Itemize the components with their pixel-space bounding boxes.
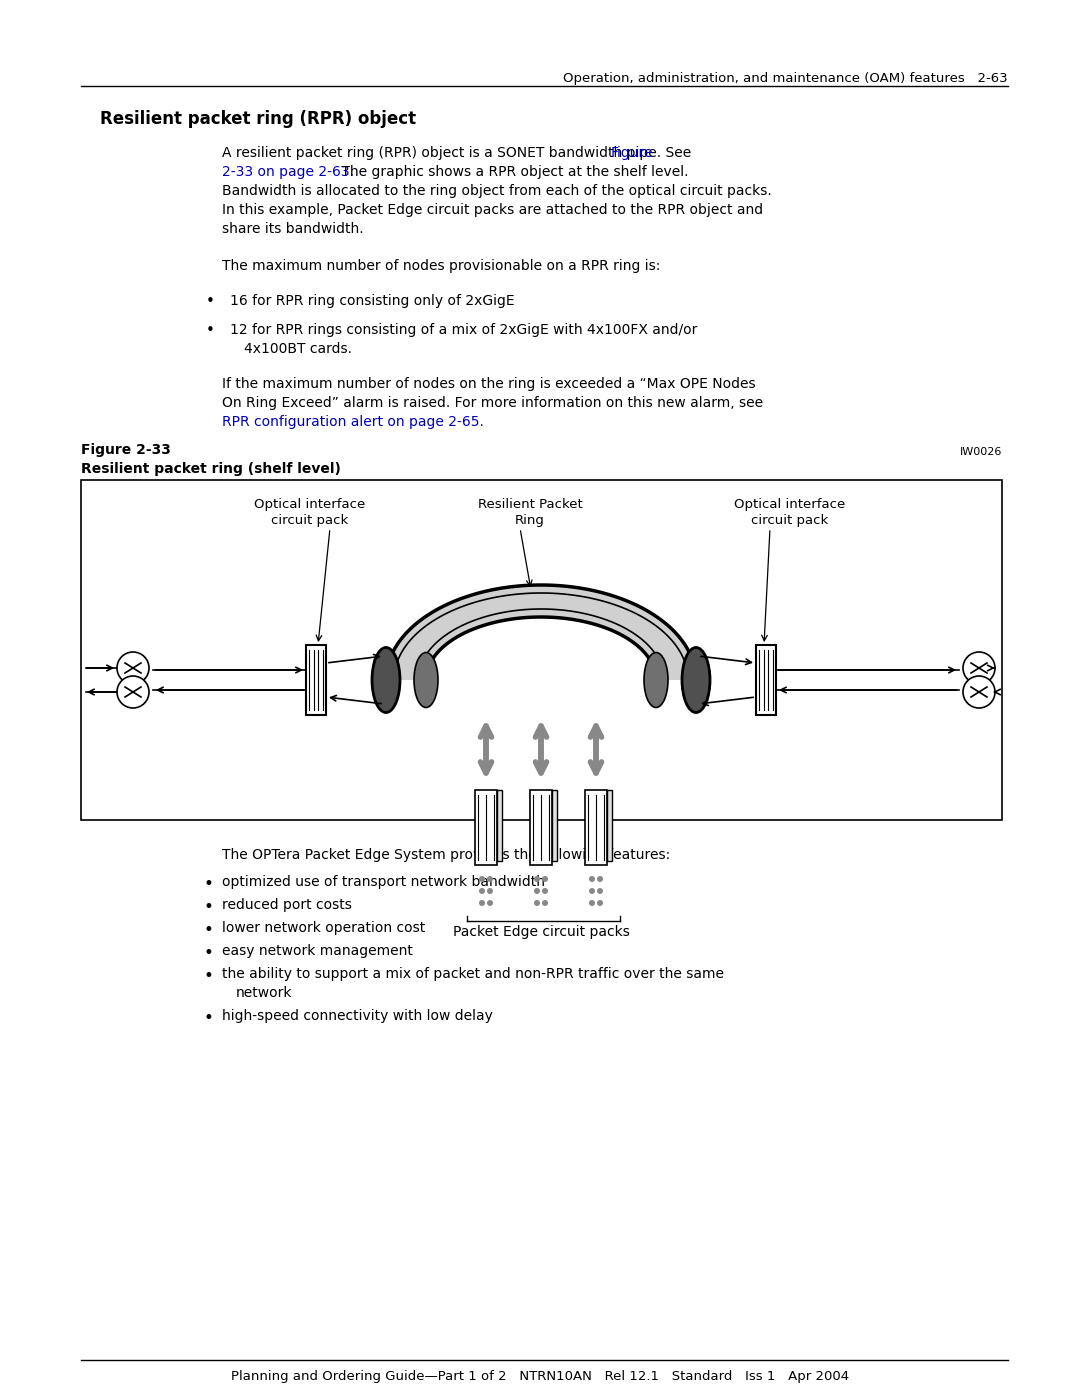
Text: Optical interface: Optical interface xyxy=(255,497,366,511)
Ellipse shape xyxy=(644,652,669,707)
Bar xyxy=(607,789,612,861)
Text: 16 for RPR ring consisting only of 2xGigE: 16 for RPR ring consisting only of 2xGig… xyxy=(230,293,515,307)
Bar xyxy=(497,789,502,861)
Text: network: network xyxy=(237,986,293,1000)
Text: Figure 2-33: Figure 2-33 xyxy=(81,443,171,457)
Text: Ring: Ring xyxy=(515,514,545,527)
Ellipse shape xyxy=(597,876,603,882)
Text: •: • xyxy=(204,875,214,893)
Ellipse shape xyxy=(372,647,400,712)
Text: •: • xyxy=(204,1009,214,1027)
Ellipse shape xyxy=(534,900,540,907)
Ellipse shape xyxy=(480,876,485,882)
Text: •: • xyxy=(204,944,214,963)
Text: If the maximum number of nodes on the ring is exceeded a “Max OPE Nodes: If the maximum number of nodes on the ri… xyxy=(222,377,756,391)
Text: A resilient packet ring (RPR) object is a SONET bandwidth pipe. See: A resilient packet ring (RPR) object is … xyxy=(222,147,696,161)
Ellipse shape xyxy=(534,876,540,882)
Ellipse shape xyxy=(681,647,710,712)
Text: 12 for RPR rings consisting of a mix of 2xGigE with 4x100FX and/or: 12 for RPR rings consisting of a mix of … xyxy=(230,323,698,337)
Text: 2-33 on page 2-63.: 2-33 on page 2-63. xyxy=(222,165,354,179)
Text: lower network operation cost: lower network operation cost xyxy=(222,921,426,935)
Ellipse shape xyxy=(414,652,438,707)
Bar xyxy=(306,645,326,715)
Ellipse shape xyxy=(480,900,485,907)
Text: Bandwidth is allocated to the ring object from each of the optical circuit packs: Bandwidth is allocated to the ring objec… xyxy=(222,184,772,198)
Ellipse shape xyxy=(487,876,492,882)
Text: RPR configuration alert on page 2-65.: RPR configuration alert on page 2-65. xyxy=(222,415,484,429)
Text: In this example, Packet Edge circuit packs are attached to the RPR object and: In this example, Packet Edge circuit pac… xyxy=(222,203,764,217)
Ellipse shape xyxy=(542,900,548,907)
Text: Packet Edge circuit packs: Packet Edge circuit packs xyxy=(453,925,630,939)
Text: Figure: Figure xyxy=(611,147,653,161)
Text: The OPTera Packet Edge System provides the following features:: The OPTera Packet Edge System provides t… xyxy=(222,848,671,862)
Text: Resilient packet ring (RPR) object: Resilient packet ring (RPR) object xyxy=(100,110,416,129)
Text: share its bandwidth.: share its bandwidth. xyxy=(222,222,364,236)
Ellipse shape xyxy=(487,900,492,907)
Ellipse shape xyxy=(542,888,548,894)
Text: IW0026: IW0026 xyxy=(960,447,1002,457)
Ellipse shape xyxy=(597,888,603,894)
Text: high-speed connectivity with low delay: high-speed connectivity with low delay xyxy=(222,1009,492,1023)
Ellipse shape xyxy=(117,676,149,708)
Text: Resilient packet ring (shelf level): Resilient packet ring (shelf level) xyxy=(81,462,341,476)
Text: The graphic shows a RPR object at the shelf level.: The graphic shows a RPR object at the sh… xyxy=(337,165,689,179)
Ellipse shape xyxy=(589,876,595,882)
Text: optimized use of transport network bandwidth: optimized use of transport network bandw… xyxy=(222,875,545,888)
Bar xyxy=(552,789,557,861)
Text: Optical interface: Optical interface xyxy=(734,497,846,511)
Ellipse shape xyxy=(117,652,149,685)
Bar xyxy=(585,789,607,865)
Ellipse shape xyxy=(963,676,995,708)
Ellipse shape xyxy=(542,876,548,882)
Bar xyxy=(530,789,552,865)
Ellipse shape xyxy=(487,888,492,894)
Ellipse shape xyxy=(597,900,603,907)
Text: Planning and Ordering Guide—Part 1 of 2   NTRN10AN   Rel 12.1   Standard   Iss 1: Planning and Ordering Guide—Part 1 of 2 … xyxy=(231,1370,849,1383)
Text: circuit pack: circuit pack xyxy=(271,514,349,527)
Text: •: • xyxy=(206,293,215,309)
Text: Resilient Packet: Resilient Packet xyxy=(477,497,582,511)
Text: •: • xyxy=(204,967,214,985)
Text: •: • xyxy=(206,323,215,338)
Ellipse shape xyxy=(480,888,485,894)
Text: •: • xyxy=(204,921,214,939)
Text: •: • xyxy=(204,898,214,916)
Ellipse shape xyxy=(963,652,995,685)
Bar xyxy=(81,481,1002,820)
Text: the ability to support a mix of packet and non-RPR traffic over the same: the ability to support a mix of packet a… xyxy=(222,967,724,981)
Text: circuit pack: circuit pack xyxy=(752,514,828,527)
Polygon shape xyxy=(386,585,696,680)
Text: The maximum number of nodes provisionable on a RPR ring is:: The maximum number of nodes provisionabl… xyxy=(222,258,660,272)
Text: 4x100BT cards.: 4x100BT cards. xyxy=(244,342,352,356)
Text: Operation, administration, and maintenance (OAM) features   2-63: Operation, administration, and maintenan… xyxy=(564,73,1008,85)
Ellipse shape xyxy=(589,900,595,907)
Bar xyxy=(475,789,497,865)
Text: easy network management: easy network management xyxy=(222,944,413,958)
Ellipse shape xyxy=(534,888,540,894)
Text: On Ring Exceed” alarm is raised. For more information on this new alarm, see: On Ring Exceed” alarm is raised. For mor… xyxy=(222,395,764,409)
Bar xyxy=(756,645,777,715)
Ellipse shape xyxy=(589,888,595,894)
Text: reduced port costs: reduced port costs xyxy=(222,898,352,912)
